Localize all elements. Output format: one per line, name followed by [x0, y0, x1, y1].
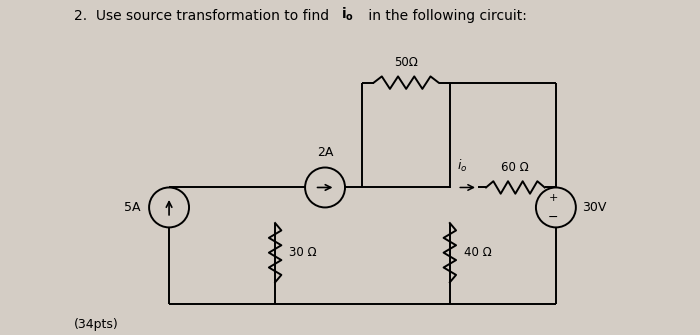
Text: (34pts): (34pts)	[74, 318, 119, 331]
Text: $i_o$: $i_o$	[457, 158, 468, 174]
Text: −: −	[548, 210, 559, 223]
Text: 2A: 2A	[317, 146, 333, 159]
Text: 30 Ω: 30 Ω	[289, 246, 316, 259]
Text: 60 Ω: 60 Ω	[501, 161, 529, 174]
Text: in the following circuit:: in the following circuit:	[364, 9, 526, 23]
Text: +: +	[549, 193, 558, 203]
Text: 50Ω: 50Ω	[394, 56, 418, 69]
Text: $\mathbf{i_o}$: $\mathbf{i_o}$	[341, 6, 354, 23]
Text: 40 Ω: 40 Ω	[463, 246, 491, 259]
Text: 2.  Use source transformation to find: 2. Use source transformation to find	[74, 9, 334, 23]
Text: 30V: 30V	[582, 201, 606, 214]
Text: 5A: 5A	[125, 201, 141, 214]
